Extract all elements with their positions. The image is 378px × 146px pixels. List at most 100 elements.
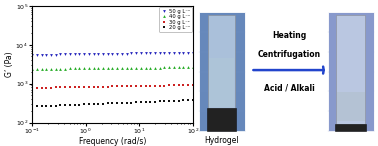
50 g L⁻¹	[91, 53, 96, 55]
40 g L⁻¹	[176, 66, 181, 68]
20 g L⁻¹	[49, 105, 53, 107]
FancyBboxPatch shape	[335, 124, 366, 131]
50 g L⁻¹	[101, 53, 105, 55]
40 g L⁻¹	[191, 66, 195, 68]
20 g L⁻¹	[68, 104, 72, 106]
40 g L⁻¹	[87, 67, 91, 69]
40 g L⁻¹	[49, 68, 53, 70]
20 g L⁻¹	[58, 105, 63, 106]
40 g L⁻¹	[63, 68, 68, 69]
50 g L⁻¹	[39, 54, 44, 56]
40 g L⁻¹	[73, 68, 77, 69]
20 g L⁻¹	[77, 104, 82, 105]
50 g L⁻¹	[186, 52, 190, 53]
20 g L⁻¹	[30, 106, 34, 107]
40 g L⁻¹	[54, 68, 58, 69]
30 g L⁻¹	[172, 84, 176, 86]
50 g L⁻¹	[191, 52, 195, 53]
40 g L⁻¹	[96, 67, 101, 69]
40 g L⁻¹	[39, 68, 44, 70]
30 g L⁻¹	[30, 87, 34, 89]
20 g L⁻¹	[54, 105, 58, 106]
20 g L⁻¹	[167, 100, 172, 102]
40 g L⁻¹	[181, 66, 186, 68]
50 g L⁻¹	[153, 52, 157, 54]
40 g L⁻¹	[91, 67, 96, 69]
20 g L⁻¹	[153, 101, 157, 102]
20 g L⁻¹	[134, 101, 138, 103]
30 g L⁻¹	[54, 87, 58, 88]
30 g L⁻¹	[35, 87, 39, 89]
50 g L⁻¹	[87, 53, 91, 55]
50 g L⁻¹	[44, 54, 48, 55]
FancyBboxPatch shape	[337, 92, 364, 121]
20 g L⁻¹	[186, 99, 190, 101]
20 g L⁻¹	[124, 102, 129, 104]
30 g L⁻¹	[82, 86, 87, 88]
30 g L⁻¹	[176, 84, 181, 86]
20 g L⁻¹	[73, 104, 77, 106]
50 g L⁻¹	[167, 52, 172, 54]
40 g L⁻¹	[129, 67, 134, 69]
40 g L⁻¹	[157, 67, 162, 68]
50 g L⁻¹	[148, 52, 152, 54]
30 g L⁻¹	[115, 86, 119, 87]
50 g L⁻¹	[119, 53, 124, 54]
20 g L⁻¹	[91, 103, 96, 105]
40 g L⁻¹	[172, 66, 176, 68]
FancyBboxPatch shape	[328, 12, 373, 131]
20 g L⁻¹	[162, 100, 167, 102]
50 g L⁻¹	[82, 53, 87, 55]
30 g L⁻¹	[143, 85, 148, 87]
30 g L⁻¹	[68, 86, 72, 88]
30 g L⁻¹	[44, 87, 48, 88]
40 g L⁻¹	[115, 67, 119, 69]
50 g L⁻¹	[115, 53, 119, 54]
50 g L⁻¹	[77, 53, 82, 55]
20 g L⁻¹	[110, 102, 115, 104]
30 g L⁻¹	[153, 85, 157, 87]
20 g L⁻¹	[87, 103, 91, 105]
20 g L⁻¹	[35, 105, 39, 107]
40 g L⁻¹	[58, 68, 63, 69]
50 g L⁻¹	[181, 52, 186, 54]
50 g L⁻¹	[35, 54, 39, 56]
30 g L⁻¹	[101, 86, 105, 87]
40 g L⁻¹	[77, 67, 82, 69]
FancyBboxPatch shape	[209, 58, 234, 107]
X-axis label: Frequency (rad/s): Frequency (rad/s)	[79, 138, 146, 146]
50 g L⁻¹	[138, 52, 143, 54]
FancyBboxPatch shape	[208, 108, 236, 131]
50 g L⁻¹	[172, 52, 176, 54]
40 g L⁻¹	[105, 67, 110, 69]
Text: Acid / Alkali: Acid / Alkali	[264, 83, 314, 92]
40 g L⁻¹	[134, 67, 138, 69]
30 g L⁻¹	[77, 86, 82, 88]
50 g L⁻¹	[96, 53, 101, 55]
40 g L⁻¹	[68, 68, 72, 69]
50 g L⁻¹	[49, 54, 53, 55]
30 g L⁻¹	[129, 85, 134, 87]
30 g L⁻¹	[58, 87, 63, 88]
30 g L⁻¹	[63, 86, 68, 88]
40 g L⁻¹	[153, 67, 157, 68]
Text: Centrifugation: Centrifugation	[257, 49, 321, 59]
50 g L⁻¹	[176, 52, 181, 54]
20 g L⁻¹	[119, 102, 124, 104]
Line: 20 g L⁻¹: 20 g L⁻¹	[31, 99, 194, 108]
20 g L⁻¹	[138, 101, 143, 103]
40 g L⁻¹	[119, 67, 124, 69]
30 g L⁻¹	[138, 85, 143, 87]
50 g L⁻¹	[58, 54, 63, 55]
30 g L⁻¹	[167, 85, 172, 86]
50 g L⁻¹	[162, 52, 167, 54]
30 g L⁻¹	[96, 86, 101, 88]
20 g L⁻¹	[96, 103, 101, 105]
30 g L⁻¹	[181, 84, 186, 86]
20 g L⁻¹	[148, 101, 152, 103]
30 g L⁻¹	[110, 86, 115, 87]
50 g L⁻¹	[143, 52, 148, 54]
Y-axis label: G’ (Pa): G’ (Pa)	[5, 51, 14, 77]
20 g L⁻¹	[105, 103, 110, 104]
20 g L⁻¹	[44, 105, 48, 107]
